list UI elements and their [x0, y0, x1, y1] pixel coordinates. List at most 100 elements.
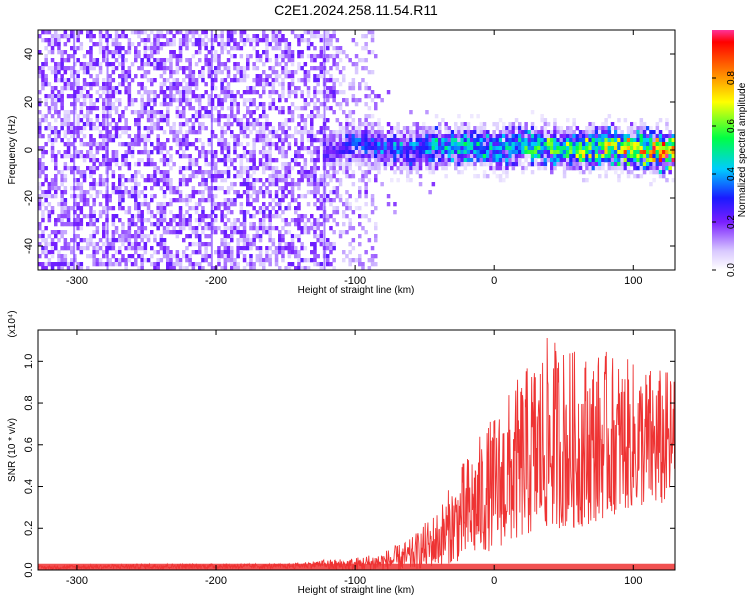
x-tick-label: 100: [624, 275, 642, 287]
y-tick-label: 0.8: [23, 395, 35, 410]
spectrogram-cell: [230, 98, 234, 103]
spectrogram-cell: [623, 166, 628, 171]
spectrogram-cell: [137, 170, 141, 175]
spectrogram-cell: [284, 178, 288, 183]
spectrogram-cell: [185, 34, 189, 39]
spectrogram-cell: [41, 30, 45, 35]
spectrogram-cell: [598, 146, 602, 151]
spectrogram-cell: [591, 142, 596, 147]
spectrogram-cell: [41, 154, 45, 159]
spectrogram-cell: [230, 106, 234, 111]
spectrogram-cell: [297, 266, 301, 270]
spectrogram-cell: [636, 134, 640, 139]
spectrogram-cell: [182, 222, 186, 227]
spectrogram-cell: [284, 134, 288, 139]
spectrogram-cell: [108, 258, 112, 263]
spectrogram-cell: [575, 134, 580, 139]
spectrogram-cell: [636, 154, 640, 159]
spectrogram-cell: [348, 110, 352, 115]
spectrogram-cell: [182, 182, 186, 187]
spectrogram-cell: [572, 154, 576, 159]
spectrogram-cell: [262, 78, 266, 83]
spectrogram-cell: [281, 174, 285, 179]
spectrogram-cell: [76, 234, 80, 239]
spectrogram-cell: [262, 202, 266, 207]
spectrogram-cell: [326, 158, 330, 163]
spectrogram-cell: [130, 218, 135, 223]
spectrogram-cell: [274, 202, 279, 207]
spectrogram-cell: [460, 158, 464, 163]
spectrogram-cell: [130, 246, 135, 251]
spectrogram-cell: [79, 262, 84, 267]
spectrogram-cell: [652, 158, 656, 163]
spectrogram-cell: [402, 138, 407, 143]
spectrogram-cell: [54, 222, 58, 227]
spectrogram-cell: [185, 166, 189, 171]
spectrogram-cell: [268, 102, 272, 107]
spectrogram-cell: [50, 150, 55, 155]
spectrogram-cell: [351, 146, 356, 151]
spectrogram-cell: [450, 150, 455, 155]
spectrogram-cell: [185, 46, 189, 51]
spectrogram-cell: [364, 174, 368, 179]
spectrogram-cell: [319, 70, 324, 75]
spectrogram-cell: [98, 174, 103, 179]
spectrogram-cell: [255, 246, 260, 251]
spectrogram-cell: [118, 62, 122, 67]
spectrogram-cell: [335, 50, 340, 55]
spectrogram-cell: [201, 242, 205, 247]
spectrogram-cell: [124, 126, 128, 131]
spectrogram-cell: [60, 58, 64, 63]
spectrogram-cell: [130, 30, 135, 35]
spectrogram-cell: [47, 126, 52, 131]
spectrogram-cell: [258, 258, 263, 263]
spectrogram-cell: [354, 138, 359, 143]
spectrogram-cell: [220, 130, 224, 135]
spectrogram-cell: [185, 210, 189, 215]
spectrogram-cell: [630, 162, 634, 167]
spectrogram-cell: [60, 50, 64, 55]
spectrogram-cell: [303, 38, 308, 43]
spectrogram-cell: [172, 162, 176, 167]
spectrogram-cell: [201, 230, 205, 235]
spectrogram-cell: [617, 118, 621, 123]
spectrogram-cell: [76, 202, 80, 207]
spectrogram-cell: [326, 86, 330, 91]
spectrogram-cell: [134, 122, 138, 127]
spectrogram-cell: [374, 130, 378, 135]
spectrogram-cell: [262, 230, 266, 235]
spectrogram-cell: [255, 210, 260, 215]
spectrogram-cell: [351, 94, 356, 99]
spectrogram-cell: [242, 182, 247, 187]
spectrogram-cell: [140, 74, 144, 79]
spectrogram-cell: [111, 38, 116, 43]
spectrogram-cell: [54, 78, 58, 83]
spectrogram-cell: [482, 134, 487, 139]
spectrogram-cell: [287, 222, 292, 227]
spectrogram-cell: [300, 230, 304, 235]
spectrogram-cell: [70, 186, 74, 191]
spectrogram-cell: [342, 138, 346, 143]
spectrogram-cell: [668, 138, 672, 143]
spectrogram-cell: [521, 138, 525, 143]
spectrogram-cell: [495, 146, 500, 151]
spectrogram-cell: [169, 70, 173, 75]
spectrogram-cell: [463, 134, 468, 139]
spectrogram-cell: [60, 98, 64, 103]
spectrogram-cell: [242, 90, 247, 95]
spectrogram-cell: [588, 122, 592, 127]
spectrogram-cell: [207, 114, 212, 119]
spectrogram-cell: [358, 142, 362, 147]
spectrogram-cell: [140, 238, 144, 243]
spectrogram-cell: [111, 190, 116, 195]
spectrogram-cell: [204, 178, 208, 183]
spectrogram-cell: [95, 98, 100, 103]
spectrogram-cell: [274, 190, 279, 195]
spectrogram-cell: [332, 210, 336, 215]
spectrogram-cell: [434, 134, 439, 139]
spectrogram-cell: [191, 126, 196, 131]
spectrogram-cell: [668, 166, 672, 171]
spectrogram-cell: [393, 150, 397, 155]
spectrogram-cell: [102, 154, 106, 159]
spectrogram-cell: [82, 142, 87, 147]
